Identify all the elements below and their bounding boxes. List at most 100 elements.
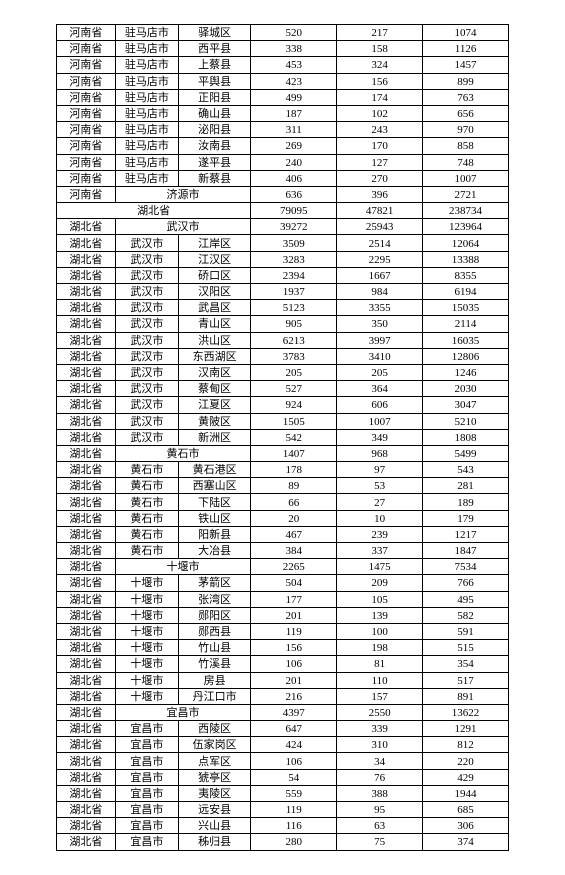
table-cell: 武汉市 bbox=[115, 219, 251, 235]
table-cell: 驻马店市 bbox=[115, 138, 178, 154]
table-row: 湖北省黄石市铁山区2010179 bbox=[57, 510, 509, 526]
table-row: 河南省驻马店市泌阳县311243970 bbox=[57, 122, 509, 138]
table-row: 湖北省十堰市226514757534 bbox=[57, 559, 509, 575]
table-cell: 201 bbox=[251, 607, 337, 623]
table-cell: 97 bbox=[337, 462, 423, 478]
table-cell: 湖北省 bbox=[57, 559, 116, 575]
table-cell: 湖北省 bbox=[57, 478, 116, 494]
table-cell: 武汉市 bbox=[115, 284, 178, 300]
table-cell: 黄石市 bbox=[115, 543, 178, 559]
table-cell: 1808 bbox=[423, 429, 509, 445]
table-cell: 527 bbox=[251, 381, 337, 397]
table-cell: 驻马店市 bbox=[115, 105, 178, 121]
table-cell: 伍家岗区 bbox=[179, 737, 251, 753]
table-cell: 310 bbox=[337, 737, 423, 753]
table-cell: 350 bbox=[337, 316, 423, 332]
table-cell: 武汉市 bbox=[115, 267, 178, 283]
table-cell: 559 bbox=[251, 785, 337, 801]
table-cell: 汉阳区 bbox=[179, 284, 251, 300]
table-cell: 湖北省 bbox=[57, 462, 116, 478]
table-cell: 205 bbox=[251, 364, 337, 380]
table-row: 河南省驻马店市新蔡县4062701007 bbox=[57, 170, 509, 186]
table-row: 湖北省黄石市14079685499 bbox=[57, 445, 509, 461]
table-cell: 453 bbox=[251, 57, 337, 73]
table-row: 湖北省武汉市洪山区6213399716035 bbox=[57, 332, 509, 348]
table-cell: 武汉市 bbox=[115, 413, 178, 429]
table-cell: 174 bbox=[337, 89, 423, 105]
table-cell: 湖北省 bbox=[57, 818, 116, 834]
table-cell: 970 bbox=[423, 122, 509, 138]
table-cell: 湖北省 bbox=[57, 591, 116, 607]
table-cell: 黄石市 bbox=[115, 494, 178, 510]
table-cell: 499 bbox=[251, 89, 337, 105]
table-cell: 湖北省 bbox=[57, 348, 116, 364]
table-cell: 平舆县 bbox=[179, 73, 251, 89]
table-cell: 武汉市 bbox=[115, 332, 178, 348]
table-cell: 黄石市 bbox=[115, 462, 178, 478]
table-cell: 1074 bbox=[423, 25, 509, 41]
table-cell: 兴山县 bbox=[179, 818, 251, 834]
table-cell: 100 bbox=[337, 623, 423, 639]
table-cell: 湖北省 bbox=[57, 235, 116, 251]
table-cell: 黄石市 bbox=[115, 526, 178, 542]
table-cell: 924 bbox=[251, 397, 337, 413]
table-cell: 湖北省 bbox=[57, 769, 116, 785]
table-cell: 243 bbox=[337, 122, 423, 138]
table-cell: 驻马店市 bbox=[115, 89, 178, 105]
table-cell: 武汉市 bbox=[115, 364, 178, 380]
table-row: 湖北省十堰市竹溪县10681354 bbox=[57, 656, 509, 672]
table-cell: 济源市 bbox=[115, 186, 251, 202]
table-row: 湖北省宜昌市夷陵区5593881944 bbox=[57, 785, 509, 801]
table-cell: 20 bbox=[251, 510, 337, 526]
table-cell: 湖北省 bbox=[57, 834, 116, 850]
table-cell: 茅箭区 bbox=[179, 575, 251, 591]
table-cell: 武汉市 bbox=[115, 397, 178, 413]
table-cell: 606 bbox=[337, 397, 423, 413]
table-cell: 53 bbox=[337, 478, 423, 494]
table-cell: 驻马店市 bbox=[115, 154, 178, 170]
table-row: 湖北省武汉市武昌区5123335515035 bbox=[57, 300, 509, 316]
table-cell: 220 bbox=[423, 753, 509, 769]
table-cell: 240 bbox=[251, 154, 337, 170]
table-cell: 123964 bbox=[423, 219, 509, 235]
table-cell: 河南省 bbox=[57, 25, 116, 41]
table-cell: 542 bbox=[251, 429, 337, 445]
table-cell: 116 bbox=[251, 818, 337, 834]
table-cell: 宜昌市 bbox=[115, 785, 178, 801]
table-cell: 湖北省 bbox=[57, 267, 116, 283]
table-cell: 郧西县 bbox=[179, 623, 251, 639]
table-row: 湖北省宜昌市秭归县28075374 bbox=[57, 834, 509, 850]
table-cell: 354 bbox=[423, 656, 509, 672]
table-cell: 河南省 bbox=[57, 73, 116, 89]
table-cell: 河南省 bbox=[57, 154, 116, 170]
table-row: 河南省驻马店市正阳县499174763 bbox=[57, 89, 509, 105]
table-row: 河南省驻马店市驿城区5202171074 bbox=[57, 25, 509, 41]
table-cell: 河南省 bbox=[57, 89, 116, 105]
table-row: 湖北省宜昌市4397255013622 bbox=[57, 704, 509, 720]
table-cell: 蔡甸区 bbox=[179, 381, 251, 397]
table-cell: 467 bbox=[251, 526, 337, 542]
table-cell: 582 bbox=[423, 607, 509, 623]
table-cell: 905 bbox=[251, 316, 337, 332]
table-row: 湖北省7909547821238734 bbox=[57, 203, 509, 219]
table-cell: 66 bbox=[251, 494, 337, 510]
table-cell: 1847 bbox=[423, 543, 509, 559]
table-cell: 湖北省 bbox=[57, 704, 116, 720]
table-cell: 8355 bbox=[423, 267, 509, 283]
table-cell: 1291 bbox=[423, 721, 509, 737]
table-cell: 13388 bbox=[423, 251, 509, 267]
table-cell: 2394 bbox=[251, 267, 337, 283]
table-cell: 280 bbox=[251, 834, 337, 850]
table-row: 湖北省武汉市江夏区9246063047 bbox=[57, 397, 509, 413]
table-cell: 宜昌市 bbox=[115, 737, 178, 753]
table-cell: 驻马店市 bbox=[115, 41, 178, 57]
table-cell: 湖北省 bbox=[57, 672, 116, 688]
table-cell: 湖北省 bbox=[57, 332, 116, 348]
table-cell: 河南省 bbox=[57, 186, 116, 202]
table-cell: 201 bbox=[251, 672, 337, 688]
table-cell: 西平县 bbox=[179, 41, 251, 57]
table-cell: 河南省 bbox=[57, 105, 116, 121]
table-cell: 423 bbox=[251, 73, 337, 89]
table-cell: 上蔡县 bbox=[179, 57, 251, 73]
table-cell: 12064 bbox=[423, 235, 509, 251]
